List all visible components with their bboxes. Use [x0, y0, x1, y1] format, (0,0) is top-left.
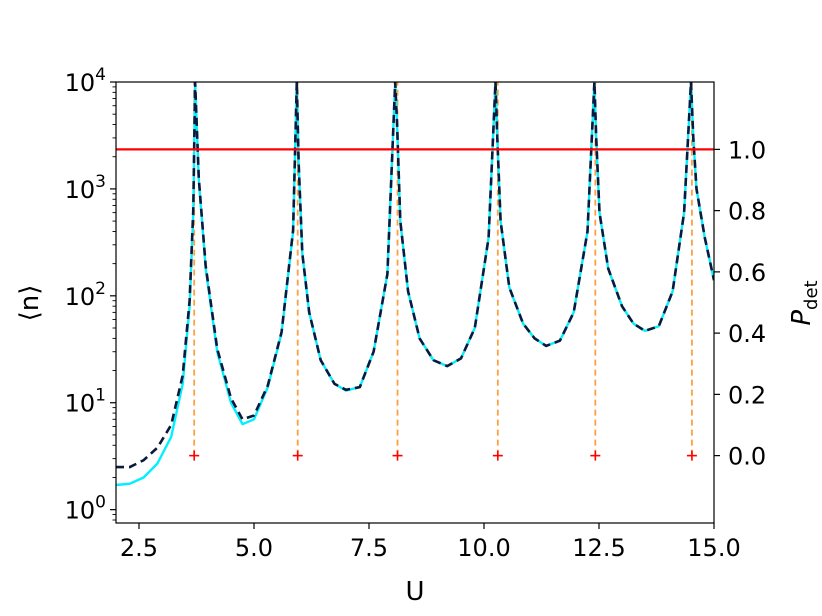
x-tick-label-3: 10.0 — [457, 534, 510, 562]
series-line-1 — [116, 82, 714, 487]
plot-frame — [115, 81, 715, 524]
x-tick-label-5: 15.0 — [687, 534, 740, 562]
right-y-axis-label-main: P — [787, 310, 817, 326]
resonance-marker-1 — [189, 450, 200, 461]
y-right-tick-label-0: 0.0 — [728, 443, 766, 471]
x-axis-label: U — [405, 577, 424, 607]
plot-area — [116, 82, 714, 487]
resonance-marker-2 — [292, 450, 303, 461]
axes — [115, 81, 715, 524]
resonance-marker-6 — [686, 450, 697, 461]
resonance-marker-5 — [590, 450, 601, 461]
y-right-tick-label-4: 0.8 — [728, 198, 766, 226]
y-right-tick-label-1: 0.2 — [728, 381, 766, 409]
right-y-axis-label: Pdet — [787, 280, 822, 325]
resonance-marker-4 — [492, 450, 503, 461]
y-left-tick-label-0: 100 — [65, 493, 106, 525]
y-right-tick-label-2: 0.4 — [728, 320, 766, 348]
right-y-axis-ticks: 0.0 0.2 0.4 0.6 0.8 1.0 — [714, 136, 766, 471]
y-right-tick-label-3: 0.6 — [728, 259, 766, 287]
x-tick-label-0: 2.5 — [120, 534, 158, 562]
y-left-tick-label-3: 103 — [65, 172, 106, 204]
series-line-2 — [116, 82, 714, 469]
y-left-tick-label-1: 101 — [65, 386, 106, 418]
x-tick-label-4: 12.5 — [572, 534, 625, 562]
left-y-axis-label: ⟨n⟩ — [15, 285, 45, 322]
y-left-tick-label-4: 104 — [65, 65, 106, 97]
y-left-tick-label-2: 102 — [65, 279, 106, 311]
right-y-axis-label-sub: det — [801, 280, 822, 310]
left-y-axis-ticks: 100 101 102 103 104 — [65, 65, 116, 525]
x-axis-ticks: 2.5 5.0 7.5 10.0 12.5 15.0 — [120, 523, 741, 562]
x-tick-label-1: 5.0 — [235, 534, 273, 562]
x-tick-label-2: 7.5 — [350, 534, 388, 562]
y-right-tick-label-5: 1.0 — [728, 136, 766, 164]
resonance-marker-3 — [392, 450, 403, 461]
